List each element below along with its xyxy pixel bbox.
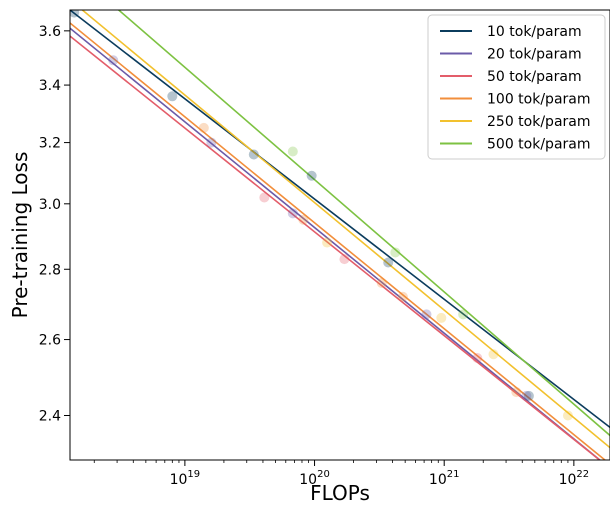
data-point [306,170,317,181]
legend-box [427,14,606,160]
data-point [562,410,573,421]
x-tick-exponent: 21 [447,469,460,480]
legend-label: 100 tok/param [487,92,591,108]
data-point [521,390,532,401]
data-point [421,309,432,320]
data-point [298,214,309,225]
y-tick-label: 3.6 [39,24,61,40]
data-point [488,349,499,360]
y-axis: 2.4 2.6 2.8 3.0 3.2 3.4 3.6 [39,24,70,424]
legend-label: 50 tok/param [487,69,582,85]
data-point [397,291,408,302]
data-point [287,208,298,219]
legend-label: 500 tok/param [487,137,591,153]
y-tick-label: 3.4 [39,78,61,94]
data-point [390,247,401,258]
data-point [458,309,469,320]
fit-line [81,10,610,449]
y-tick-label: 3.0 [39,197,61,213]
legend-label: 10 tok/param [487,24,582,40]
data-point [70,10,80,18]
fit-line [117,10,610,437]
plot-frame [69,9,610,461]
x-tick-base: 10 [299,472,317,488]
x-tick-base: 10 [559,472,577,488]
data-point [108,55,119,66]
data-point [322,237,333,248]
data-point [259,192,270,203]
x-axis-title: FLOPs [310,481,370,505]
legend-label: 20 tok/param [487,47,582,63]
y-axis-title: Pre-training Loss [8,152,32,319]
data-point [339,254,350,265]
data-series-layer [70,10,610,460]
fit-line [70,27,602,460]
y-tick-label: 2.4 [39,408,61,424]
x-tick-base: 10 [170,472,188,488]
data-point [376,277,387,288]
legend-items: 10 tok/param 20 tok/param 50 tok/param 100 … [440,24,591,153]
data-point [472,352,483,363]
x-tick-label: 1021 [429,469,460,488]
data-point [383,257,394,268]
fit-line [70,35,601,460]
data-point [167,91,178,102]
legend-label: 250 tok/param [487,114,591,130]
x-tick-exponent: 20 [317,469,330,480]
y-tick-label: 2.8 [39,262,61,278]
data-point [511,387,522,398]
data-point [206,137,217,148]
x-tick-exponent: 19 [187,469,200,480]
x-tick-exponent: 22 [576,469,589,480]
fit-line [70,22,607,460]
y-tick-label: 3.2 [39,136,61,152]
data-point [287,146,298,157]
data-point [436,312,447,323]
data-point [198,122,209,133]
x-tick-label: 1020 [299,469,330,488]
x-axis: 1019 1020 1021 1022 [93,460,590,488]
x-tick-base: 10 [429,472,447,488]
x-tick-label: 1019 [170,469,201,488]
legend: 10 tok/param 20 tok/param 50 tok/param 100 … [427,14,606,160]
data-point [248,149,259,160]
x-tick-label: 1022 [559,469,590,488]
y-tick-label: 2.6 [39,333,61,349]
data-point [523,390,534,401]
